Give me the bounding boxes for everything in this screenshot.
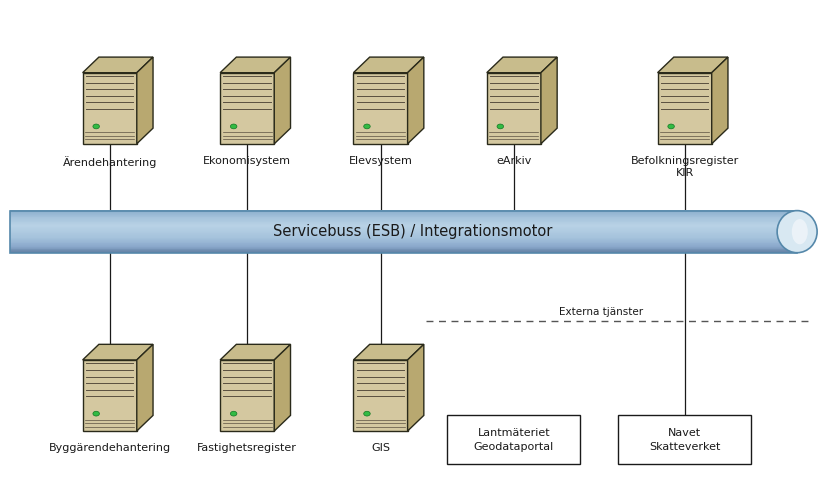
Text: Befolkningsregister
KIR: Befolkningsregister KIR [630,156,739,178]
Bar [10,240,797,241]
Text: Ärendehantering: Ärendehantering [63,156,157,168]
Text: Lantmäteriet
Geodataportal: Lantmäteriet Geodataportal [474,428,554,452]
Bar [10,230,797,231]
Ellipse shape [792,219,808,245]
Polygon shape [354,73,408,144]
Bar [10,218,797,219]
Bar [10,244,797,245]
Bar [10,219,797,220]
Text: Ekonomisystem: Ekonomisystem [203,156,291,166]
Polygon shape [354,360,408,431]
Bar [10,248,797,249]
Bar [447,415,580,465]
Polygon shape [83,360,137,431]
Bar [10,231,797,232]
Bar [10,224,797,225]
Ellipse shape [93,124,99,129]
Bar [10,249,797,250]
Ellipse shape [364,124,370,129]
Bar [10,237,797,239]
Polygon shape [658,73,711,144]
Text: Externa tjänster: Externa tjänster [559,307,644,317]
Bar [10,236,797,238]
Bar [10,251,797,252]
Ellipse shape [231,124,237,129]
Bar [10,247,797,249]
Ellipse shape [497,124,503,129]
Bar [10,250,797,252]
Ellipse shape [231,411,237,416]
Bar [10,217,797,218]
Bar [10,242,797,244]
Polygon shape [220,360,274,431]
Bar [10,236,797,237]
Bar [10,227,797,228]
Bar [10,232,797,234]
Polygon shape [487,57,557,73]
Polygon shape [83,57,153,73]
Text: Fastighetsregister: Fastighetsregister [197,443,297,453]
Bar [10,220,797,222]
Polygon shape [541,57,557,144]
Bar [10,212,797,213]
Bar [10,223,797,224]
Polygon shape [408,344,424,431]
Polygon shape [220,57,291,73]
Bar [10,247,797,248]
Ellipse shape [364,411,370,416]
Ellipse shape [777,211,817,252]
Text: Servicebuss (ESB) / Integrationsmotor: Servicebuss (ESB) / Integrationsmotor [273,224,553,239]
Polygon shape [408,57,424,144]
Polygon shape [354,57,424,73]
Bar [10,233,797,234]
Polygon shape [274,57,291,144]
Polygon shape [274,344,291,431]
Bar [10,214,797,216]
Bar [10,231,797,233]
Bar [10,211,797,252]
Bar [10,235,797,236]
Bar [10,214,797,215]
Ellipse shape [668,124,675,129]
Ellipse shape [93,411,99,416]
Polygon shape [354,344,424,360]
Bar [10,216,797,217]
Bar [10,225,797,226]
Bar [10,215,797,217]
Text: Navet
Skatteverket: Navet Skatteverket [649,428,721,452]
Bar [10,239,797,240]
Bar [10,234,797,235]
Polygon shape [711,57,728,144]
Bar [10,211,797,212]
Bar [10,241,797,242]
Bar [10,228,797,229]
Polygon shape [137,57,153,144]
Bar [10,220,797,221]
Bar [10,225,797,227]
Polygon shape [487,73,541,144]
Bar [10,241,797,243]
Polygon shape [83,73,137,144]
Bar [10,249,797,251]
Polygon shape [83,344,153,360]
Bar [10,221,797,223]
Bar [10,222,797,223]
Polygon shape [658,57,728,73]
Bar [618,415,752,465]
Text: Byggärendehantering: Byggärendehantering [48,443,171,453]
Bar [10,229,797,230]
Polygon shape [220,73,274,144]
Polygon shape [137,344,153,431]
Bar [10,226,797,228]
Bar [10,210,797,212]
Bar [10,243,797,245]
Text: GIS: GIS [371,443,390,453]
Text: Elevsystem: Elevsystem [349,156,412,166]
Bar [10,213,797,214]
Polygon shape [220,344,291,360]
Text: eArkiv: eArkiv [496,156,532,166]
Bar [10,238,797,239]
Bar [10,246,797,247]
Bar [10,245,797,246]
